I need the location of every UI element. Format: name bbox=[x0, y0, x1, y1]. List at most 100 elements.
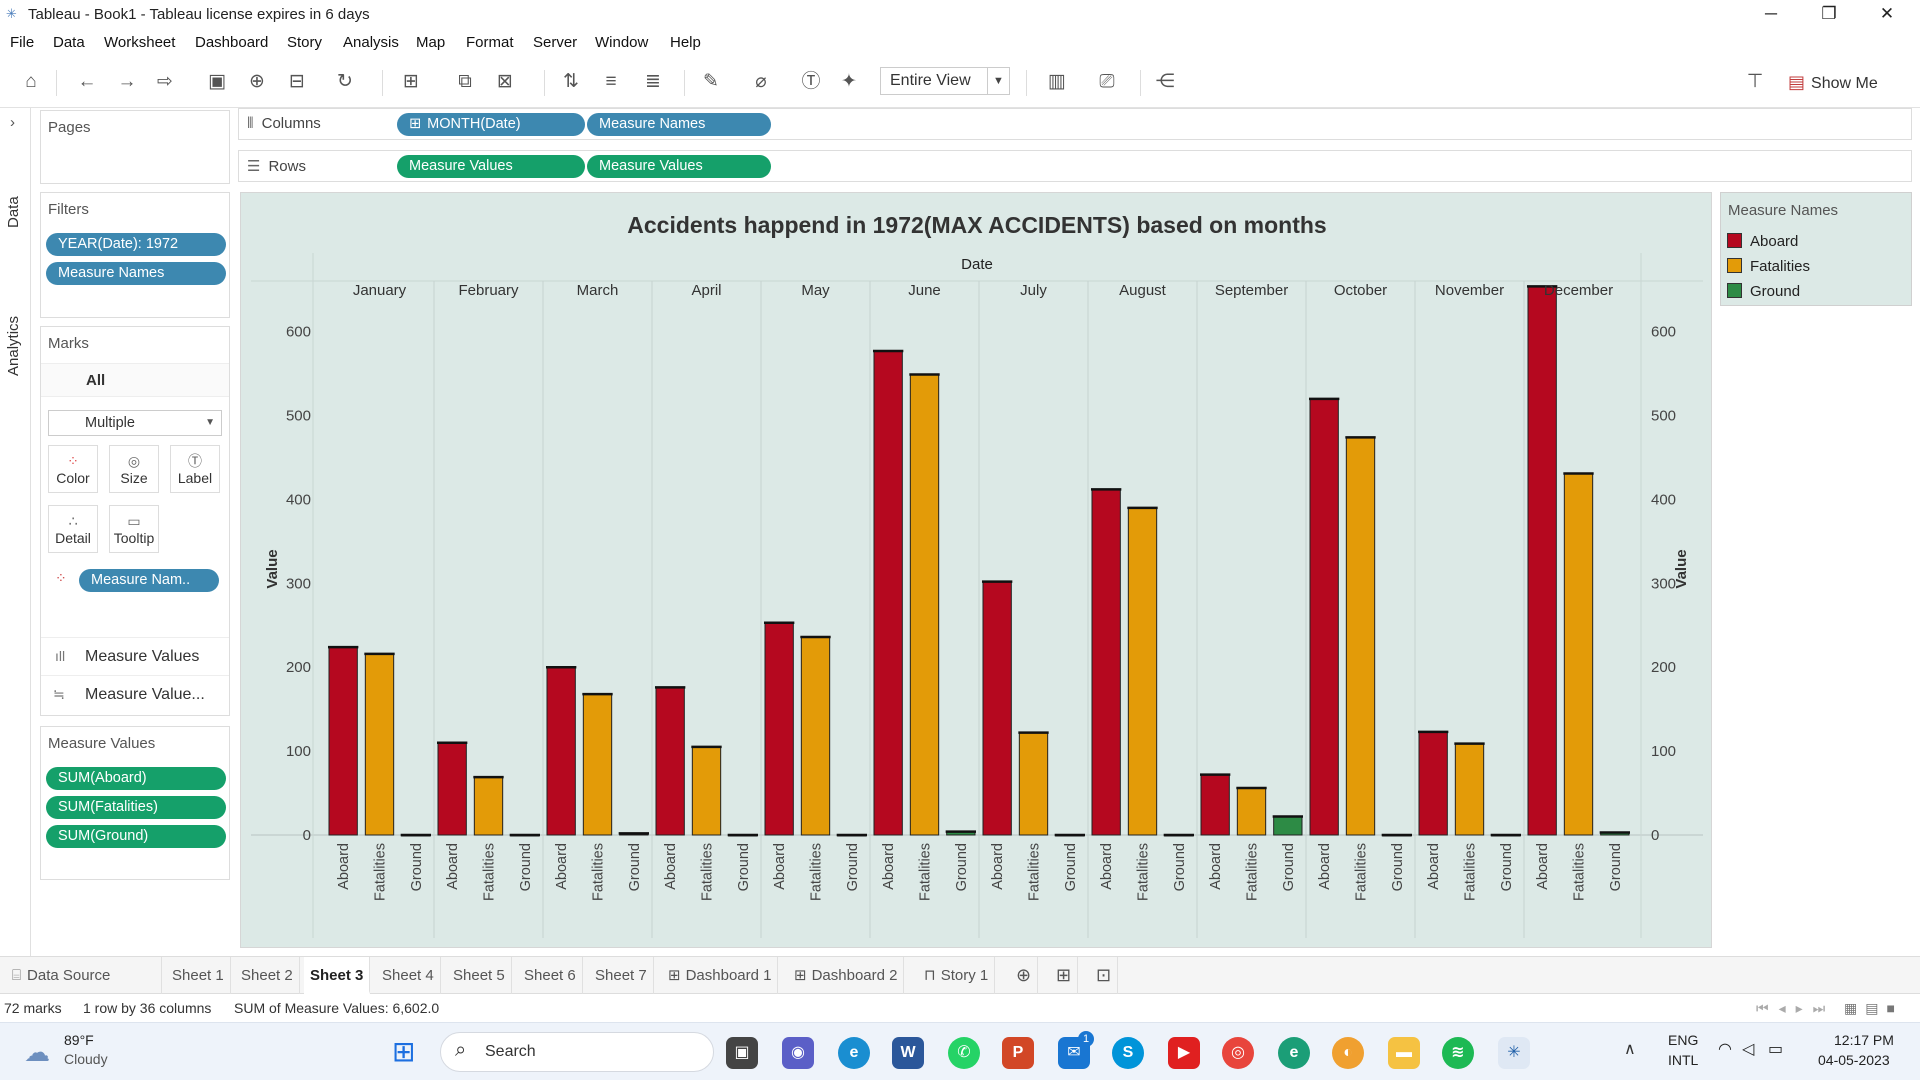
undo-icon[interactable]: ← bbox=[77, 71, 97, 92]
swap-rows-columns-icon[interactable]: ⇅ bbox=[563, 71, 579, 92]
paint-brush-icon[interactable]: ⊤ bbox=[1746, 71, 1764, 92]
marks-measure-values-2-row[interactable]: ≒ Measure Value... bbox=[41, 675, 229, 713]
data-source-tab[interactable]: ⌸ Data Source bbox=[6, 957, 162, 994]
taskbar-search-box[interactable]: ⌕ Search bbox=[440, 1032, 714, 1072]
sort-descending-icon[interactable]: ≣ bbox=[645, 71, 661, 92]
expand-chevron-icon[interactable]: › bbox=[10, 114, 15, 131]
sheet-view-icons[interactable]: ▦▤■ bbox=[1844, 1000, 1903, 1016]
spotify-icon[interactable]: ≋ bbox=[1442, 1037, 1474, 1069]
menu-file[interactable]: File bbox=[10, 34, 35, 51]
share-icon[interactable]: ⋲ bbox=[1155, 71, 1175, 92]
minimize-button[interactable]: ─ bbox=[1764, 4, 1778, 23]
language-primary[interactable]: ENG bbox=[1668, 1032, 1699, 1048]
tab-dashboard-2[interactable]: ⊞ Dashboard 2 bbox=[788, 957, 905, 994]
data-pane-tab[interactable]: Data bbox=[5, 196, 22, 228]
color-measure-names-pill[interactable]: Measure Nam.. bbox=[79, 569, 219, 592]
chevron-up-icon[interactable]: ∧ bbox=[1624, 1041, 1636, 1058]
new-data-source-icon[interactable]: ⊕ bbox=[249, 71, 265, 92]
menu-map[interactable]: Map bbox=[416, 34, 446, 51]
legend-item-aboard[interactable]: Aboard bbox=[1727, 233, 1798, 250]
tableau-taskbar-icon[interactable]: ✳ bbox=[1498, 1037, 1530, 1069]
new-story-tab-icon[interactable]: ⊡ bbox=[1090, 957, 1119, 994]
new-worksheet-icon[interactable]: ⊞ bbox=[403, 71, 419, 92]
restore-button[interactable]: ❐ bbox=[1821, 4, 1837, 23]
tab-sheet-5[interactable]: Sheet 5 bbox=[447, 957, 512, 994]
menu-help[interactable]: Help bbox=[670, 34, 701, 51]
tab-sheet-3[interactable]: Sheet 3 bbox=[304, 957, 371, 994]
language-secondary[interactable]: INTL bbox=[1668, 1052, 1699, 1068]
measure-pill-ground[interactable]: SUM(Ground) bbox=[46, 825, 226, 848]
tab-sheet-1[interactable]: Sheet 1 bbox=[166, 957, 231, 994]
close-button[interactable]: ✕ bbox=[1879, 4, 1895, 23]
windows-start-icon[interactable]: ⊞ bbox=[392, 1036, 416, 1067]
menu-dashboard[interactable]: Dashboard bbox=[195, 34, 269, 51]
color-button[interactable]: ⁘ Color bbox=[48, 445, 98, 493]
clock-time[interactable]: 12:17 PM bbox=[1834, 1032, 1894, 1048]
menu-story[interactable]: Story bbox=[287, 34, 323, 51]
analytics-pane-tab[interactable]: Analytics bbox=[5, 315, 22, 376]
menu-worksheet[interactable]: Worksheet bbox=[104, 34, 176, 51]
file-explorer-icon[interactable]: ▬ bbox=[1388, 1037, 1420, 1069]
fix-axes-icon[interactable]: ✦ bbox=[841, 71, 857, 92]
tab-sheet-4[interactable]: Sheet 4 bbox=[376, 957, 441, 994]
legend-item-fatalities[interactable]: Fatalities bbox=[1727, 258, 1810, 275]
measure-names-legend[interactable]: Measure Names Aboard Fatalities Ground bbox=[1720, 192, 1912, 306]
tab-sheet-7[interactable]: Sheet 7 bbox=[589, 957, 654, 994]
columns-shelf[interactable]: ⦀ Columns ⊞ MONTH(Date) Measure Names bbox=[238, 108, 1912, 140]
rows-pill-measure-values-2[interactable]: Measure Values bbox=[587, 155, 771, 178]
new-dashboard-tab-icon[interactable]: ⊞ bbox=[1050, 957, 1079, 994]
sort-ascending-icon[interactable]: ≡ bbox=[605, 71, 617, 92]
save-icon[interactable]: ▣ bbox=[208, 71, 226, 92]
cards-visibility-icon[interactable]: ▥ bbox=[1048, 71, 1066, 92]
duplicate-sheet-icon[interactable]: ⧉ bbox=[458, 71, 472, 92]
sheet-nav-arrows-icon[interactable]: ⏮◂▸⏭ bbox=[1756, 1000, 1836, 1016]
rows-shelf[interactable]: ☰ Rows Measure Values Measure Values bbox=[238, 150, 1912, 182]
wifi-icon[interactable]: ◠ bbox=[1718, 1041, 1732, 1058]
mark-type-dropdown[interactable]: Multiple ▼ bbox=[48, 410, 222, 436]
redo-icon[interactable]: → bbox=[117, 71, 137, 92]
highlight-icon[interactable]: ✎ bbox=[703, 71, 719, 92]
legend-item-ground[interactable]: Ground bbox=[1727, 283, 1800, 300]
volume-icon[interactable]: ◁ bbox=[1742, 1041, 1755, 1058]
media-player-icon[interactable]: ▶ bbox=[1168, 1037, 1200, 1069]
columns-pill-month-date[interactable]: ⊞ MONTH(Date) bbox=[397, 113, 585, 136]
tooltip-button[interactable]: ▭ Tooltip bbox=[109, 505, 159, 553]
replay-icon[interactable]: ⇨ bbox=[157, 71, 173, 92]
tab-sheet-2[interactable]: Sheet 2 bbox=[235, 957, 300, 994]
rows-pill-measure-values-1[interactable]: Measure Values bbox=[397, 155, 585, 178]
columns-pill-measure-names[interactable]: Measure Names bbox=[587, 113, 771, 136]
menu-window[interactable]: Window bbox=[595, 34, 649, 51]
detail-button[interactable]: ∴ Detail bbox=[48, 505, 98, 553]
powerpoint-icon[interactable]: P bbox=[1002, 1037, 1034, 1069]
refresh-icon[interactable]: ↻ bbox=[337, 71, 353, 92]
filter-pill-year[interactable]: YEAR(Date): 1972 bbox=[46, 233, 226, 256]
chrome-icon[interactable]: ◎ bbox=[1222, 1037, 1254, 1069]
teams-chat-icon[interactable]: ◉ bbox=[782, 1037, 814, 1069]
battery-icon[interactable]: ▭ bbox=[1768, 1041, 1784, 1058]
measure-pill-fatalities[interactable]: SUM(Fatalities) bbox=[46, 796, 226, 819]
show-me-button[interactable]: ▤ Show Me bbox=[1788, 68, 1878, 98]
tab-dashboard-1[interactable]: ⊞ Dashboard 1 bbox=[662, 957, 779, 994]
filter-pill-measure-names[interactable]: Measure Names bbox=[46, 262, 226, 285]
whatsapp-icon[interactable]: ✆ bbox=[948, 1037, 980, 1069]
size-button[interactable]: ◎ Size bbox=[109, 445, 159, 493]
marks-all-row[interactable]: All bbox=[41, 363, 229, 397]
clear-sheet-icon[interactable]: ⊠ bbox=[497, 71, 513, 92]
word-icon[interactable]: W bbox=[892, 1037, 924, 1069]
tab-sheet-6[interactable]: Sheet 6 bbox=[518, 957, 583, 994]
menu-data[interactable]: Data bbox=[53, 34, 85, 51]
viz-area[interactable]: Accidents happend in 1972(MAX ACCIDENTS)… bbox=[240, 192, 1712, 948]
group-members-icon[interactable]: ⌀ bbox=[755, 71, 767, 92]
label-button[interactable]: Ⓣ Label bbox=[170, 445, 220, 493]
marks-measure-values-row[interactable]: ıll Measure Values bbox=[41, 637, 229, 675]
presentation-mode-icon[interactable]: ⎚ bbox=[1099, 71, 1115, 92]
vpn-icon[interactable]: ◐ bbox=[1332, 1037, 1364, 1069]
pages-card[interactable]: Pages bbox=[40, 110, 230, 184]
menu-format[interactable]: Format bbox=[466, 34, 514, 51]
clock-date[interactable]: 04-05-2023 bbox=[1818, 1052, 1890, 1068]
skype-icon[interactable]: S bbox=[1112, 1037, 1144, 1069]
measure-pill-aboard[interactable]: SUM(Aboard) bbox=[46, 767, 226, 790]
edge-browser-icon[interactable]: e bbox=[838, 1037, 870, 1069]
menu-analysis[interactable]: Analysis bbox=[343, 34, 399, 51]
pause-updates-icon[interactable]: ⊟ bbox=[289, 71, 305, 92]
